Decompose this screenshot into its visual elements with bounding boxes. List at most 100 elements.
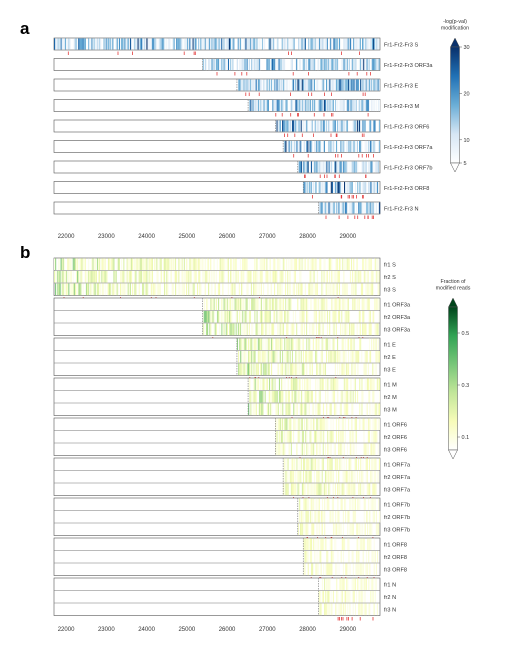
heat-stripe-a: [320, 202, 322, 214]
heat-stripe-b: [352, 298, 354, 311]
heat-stripe-b: [321, 538, 324, 551]
heat-stripe-a: [375, 202, 377, 214]
heat-stripe-a: [158, 38, 160, 50]
heat-stripe-b: [337, 270, 339, 283]
heat-stripe-a: [324, 161, 326, 173]
heat-stripe-b: [261, 363, 263, 376]
heat-stripe-a: [307, 58, 309, 71]
heat-stripe-b: [373, 390, 375, 403]
heat-stripe-b: [304, 390, 306, 403]
heat-stripe-a: [268, 79, 270, 91]
heat-stripe-b: [363, 538, 365, 551]
heat-stripe-b: [315, 430, 317, 443]
heat-stripe-a: [313, 140, 316, 153]
heat-stripe-b: [375, 578, 377, 591]
heat-stripe-b: [293, 418, 295, 431]
heat-stripe-a: [294, 99, 296, 112]
heat-stripe-a: [369, 181, 371, 194]
heat-stripe-b: [306, 418, 308, 431]
heat-stripe-b: [250, 270, 252, 283]
heat-stripe-a: [338, 38, 340, 50]
heat-stripe-b: [145, 270, 147, 283]
heat-stripe-b: [347, 510, 349, 523]
heat-stripe-b: [269, 403, 271, 416]
heat-stripe-b: [371, 430, 373, 443]
heat-stripe-a: [178, 38, 180, 50]
heat-stripe-a: [283, 79, 285, 91]
heat-stripe-a: [296, 120, 298, 132]
heat-stripe-b: [330, 443, 332, 456]
heat-stripe-a: [112, 38, 114, 50]
heat-stripe-b: [339, 523, 341, 536]
heat-stripe-b: [121, 270, 123, 283]
heat-stripe-b: [327, 458, 329, 471]
heat-stripe-b: [287, 350, 289, 363]
heat-stripe-b: [287, 390, 289, 403]
heat-stripe-b: [368, 350, 371, 363]
heat-stripe-b: [258, 323, 260, 336]
heat-stripe-a: [304, 161, 306, 173]
heat-stripe-a: [372, 202, 374, 214]
heat-stripe-a: [180, 38, 182, 50]
heat-stripe-b: [285, 338, 287, 351]
heat-stripe-b: [346, 483, 349, 496]
heat-stripe-b: [210, 310, 212, 323]
heat-stripe-b: [359, 378, 361, 391]
heat-stripe-a: [110, 38, 112, 50]
heat-stripe-b: [307, 443, 309, 456]
heat-stripe-a: [173, 38, 175, 50]
heat-stripe-b: [321, 578, 323, 591]
x-tick-a: 28000: [299, 234, 316, 240]
heat-stripe-b: [300, 403, 303, 416]
heat-stripe-b: [193, 283, 195, 296]
heat-stripe-b: [363, 603, 365, 616]
heat-stripe-b: [332, 483, 334, 496]
heat-stripe-b: [340, 298, 342, 311]
heat-stripe-b: [92, 283, 94, 296]
heat-stripe-a: [268, 58, 270, 71]
heat-stripe-b: [267, 390, 270, 403]
heat-stripe-b: [279, 350, 281, 363]
heat-stripe-b: [351, 338, 353, 351]
track-a-frame: [53, 181, 381, 194]
heat-stripe-b: [302, 310, 304, 323]
heat-stripe-b: [286, 483, 288, 496]
heat-stripe-b: [356, 470, 358, 483]
heat-stripe-b: [312, 258, 314, 271]
heat-stripe-b: [357, 538, 359, 551]
heat-stripe-b: [212, 298, 214, 311]
heat-stripe-b: [159, 258, 161, 271]
heat-stripe-b: [341, 458, 343, 471]
track-b-label: fr2 ORF8: [384, 555, 407, 561]
heat-stripe-b: [126, 270, 128, 283]
heat-stripe-b: [317, 470, 319, 483]
heat-stripe-a: [273, 58, 275, 71]
heat-stripe-b: [326, 378, 328, 391]
heat-stripe-b: [313, 430, 316, 443]
heat-stripe-a: [127, 38, 129, 50]
heat-stripe-b: [298, 470, 300, 483]
heat-stripe-b: [206, 258, 208, 271]
heat-stripe-b: [305, 538, 307, 551]
x-tick-b: 22000: [58, 627, 75, 633]
heat-stripe-b: [338, 470, 340, 483]
heat-stripe-b: [301, 523, 303, 536]
heat-stripe-b: [226, 258, 228, 271]
heat-stripe-a: [271, 38, 273, 50]
heat-stripe-a: [352, 202, 354, 214]
heat-stripe-b: [361, 563, 363, 576]
heat-stripe-b: [145, 283, 147, 296]
heat-stripe-b: [366, 403, 369, 416]
heat-stripe-b: [286, 458, 288, 471]
heat-stripe-b: [373, 310, 375, 323]
heat-stripe-b: [310, 298, 312, 311]
heat-stripe-b: [315, 458, 317, 471]
heat-stripe-a: [79, 38, 81, 50]
heat-stripe-b: [255, 298, 257, 311]
heat-stripe-b: [367, 510, 369, 523]
heat-stripe-b: [363, 523, 365, 536]
heat-stripe-b: [351, 523, 353, 536]
heat-stripe-b: [309, 338, 311, 351]
heat-stripe-b: [69, 258, 71, 271]
